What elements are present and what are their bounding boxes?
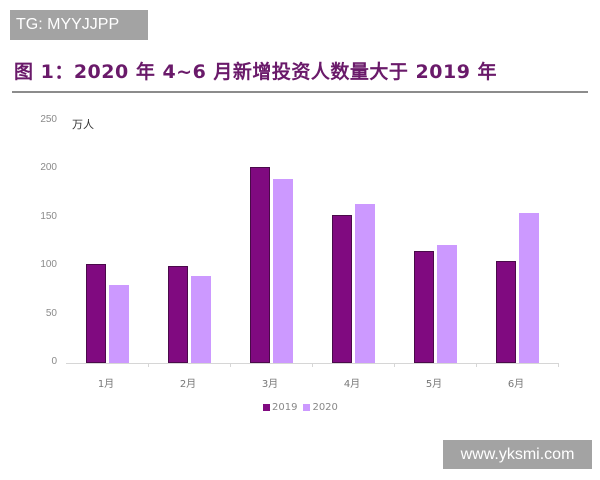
legend-item-2020: 2020: [303, 402, 338, 413]
bar-2020-1: [108, 285, 129, 363]
x-tick-label: 5月: [425, 379, 443, 390]
bar-2020-4: [354, 203, 375, 363]
y-tick-label: 0: [51, 356, 57, 367]
figure-title: 图 1：2020 年 4~6 月新增投资人数量大于 2019 年: [14, 61, 498, 83]
x-tick-mark: [558, 363, 559, 367]
legend-label: 2020: [312, 402, 338, 413]
legend-item-2019: 2019: [263, 402, 297, 413]
chart-legend: 2019 2020: [263, 402, 342, 413]
bar-2019-2: [167, 266, 188, 363]
bar-2019-5: [413, 251, 434, 363]
watermark-url: www.yksmi.com: [443, 440, 592, 469]
bar-2019-6: [495, 261, 516, 363]
bar-2019-4: [331, 214, 352, 363]
y-tick-label: 250: [40, 113, 57, 125]
x-tick-label: 2月: [179, 379, 197, 390]
legend-swatch-icon: [303, 404, 311, 411]
x-tick-label: 3月: [261, 379, 279, 390]
bar-2019-3: [249, 167, 270, 363]
y-axis-unit-label: 万人: [72, 118, 94, 131]
bar-2020-5: [436, 244, 457, 363]
y-tick-label: 150: [40, 210, 57, 222]
x-tick-label: 6月: [507, 379, 525, 390]
x-tick-mark: [312, 363, 313, 367]
x-tick-label: 4月: [343, 379, 361, 390]
y-tick-label: 200: [40, 162, 57, 173]
x-tick-label: 1月: [97, 379, 115, 390]
y-tick-label: 50: [45, 307, 57, 319]
legend-swatch-icon: [263, 404, 270, 411]
bar-2020-3: [272, 178, 293, 363]
x-tick-mark: [148, 363, 149, 367]
x-tick-mark: [476, 363, 477, 367]
watermark-tag-top: TG: MYYJJPP: [10, 10, 148, 40]
x-tick-mark: [230, 363, 231, 367]
x-tick-mark: [394, 363, 395, 367]
bar-2020-6: [518, 212, 539, 363]
legend-label: 2019: [272, 402, 298, 413]
bar-2019-1: [85, 264, 106, 363]
y-tick-label: 100: [40, 259, 57, 270]
title-divider: [12, 91, 588, 93]
bar-2020-2: [190, 275, 211, 363]
